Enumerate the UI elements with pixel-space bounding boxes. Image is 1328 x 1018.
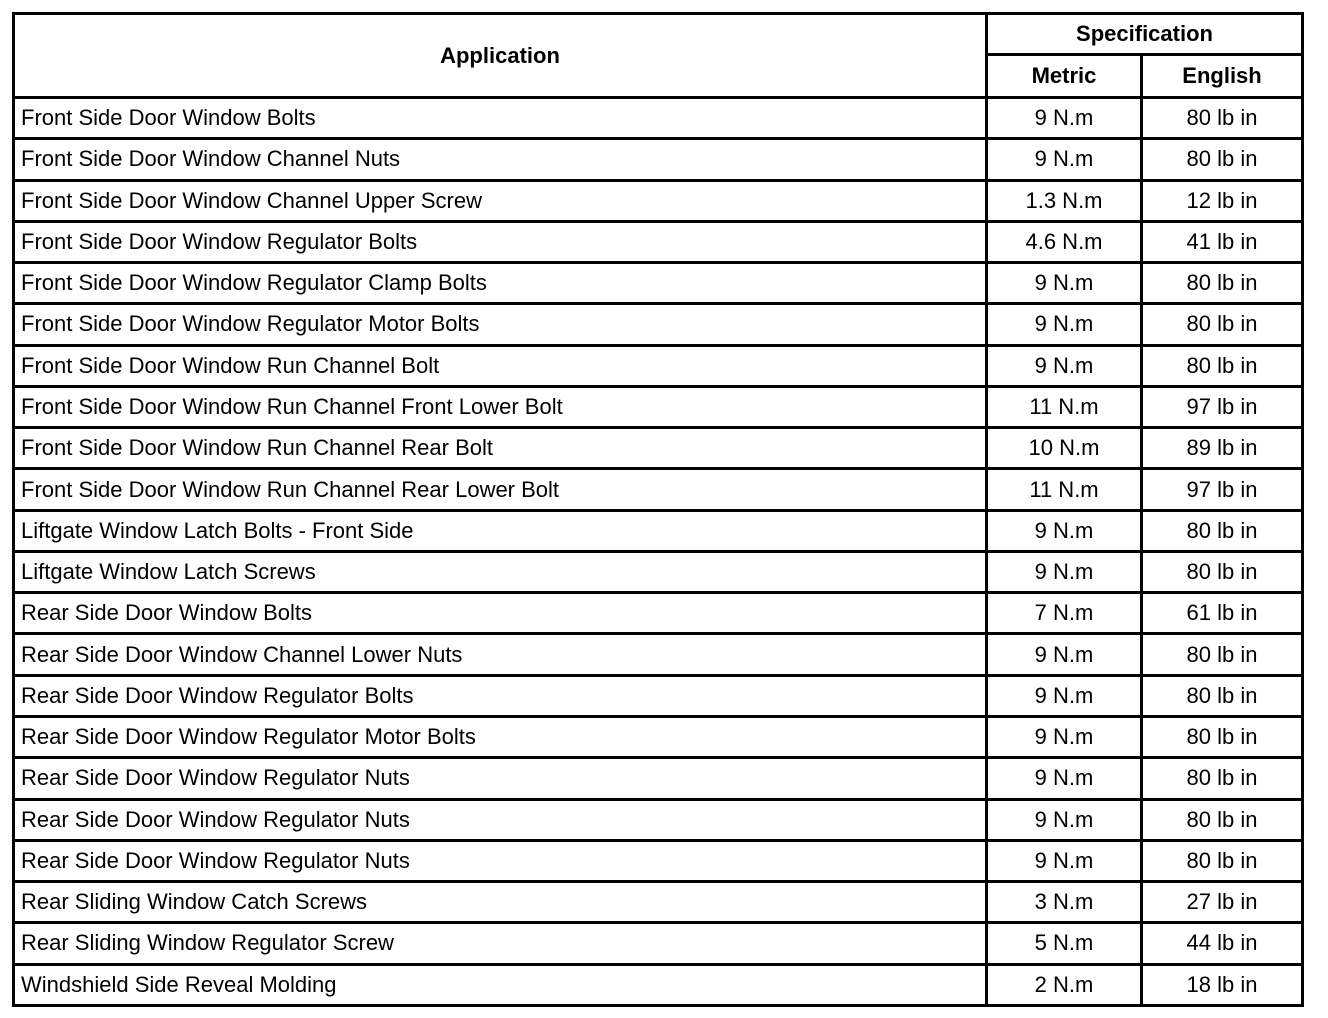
table-row: Rear Sliding Window Regulator Screw 5 N.m… [12, 921, 1305, 966]
application-cell: Liftgate Window Latch Screws [12, 549, 988, 595]
table-row: Front Side Door Window Run Channel Rear … [12, 467, 1305, 512]
header-metric: Metric [985, 53, 1143, 99]
table-row: Rear Sliding Window Catch Screws 3 N.m 27 … [12, 880, 1305, 925]
table-row: Liftgate Window Latch Screws 9 N.m 80 lb i… [12, 549, 1305, 595]
metric-cell: 4.6 N.m [985, 219, 1143, 265]
english-cell: 80 lb in [1139, 549, 1305, 595]
metric-cell: 5 N.m [985, 921, 1143, 966]
header-specification: Specification [984, 12, 1305, 56]
metric-cell: 9 N.m [985, 343, 1143, 388]
metric-cell: 10 N.m [985, 426, 1143, 471]
english-cell: 80 lb in [1139, 95, 1305, 141]
metric-cell: 9 N.m [985, 632, 1143, 677]
application-cell: Rear Side Door Window Regulator Nuts [12, 756, 988, 801]
application-cell: Rear Side Door Window Regulator Nuts [12, 838, 988, 884]
application-cell: Rear Side Door Window Channel Lower Nuts [12, 632, 988, 677]
table-row: Windshield Side Reveal Molding 2 N.m 18 lb… [12, 962, 1305, 1008]
metric-cell: 11 N.m [985, 384, 1143, 430]
metric-cell: 9 N.m [985, 673, 1143, 718]
english-cell: 80 lb in [1139, 632, 1305, 677]
table-row: Rear Side Door Window Regulator Nuts 9 N.… [12, 838, 1305, 884]
table-row: Rear Side Door Window Channel Lower Nuts… [12, 632, 1305, 677]
table-row: Front Side Door Window Regulator Bolts 4.… [12, 219, 1305, 265]
english-cell: 80 lb in [1139, 756, 1305, 801]
english-cell: 80 lb in [1139, 137, 1305, 182]
metric-cell: 11 N.m [985, 467, 1143, 512]
english-cell: 80 lb in [1139, 343, 1305, 388]
english-cell: 80 lb in [1139, 302, 1305, 347]
metric-cell: 9 N.m [985, 137, 1143, 182]
table-row: Rear Side Door Window Bolts 7 N.m 61 lb in [12, 591, 1305, 636]
english-cell: 89 lb in [1139, 426, 1305, 471]
application-cell: Front Side Door Window Run Channel Front… [12, 384, 988, 430]
application-cell: Front Side Door Window Regulator Motor B… [12, 302, 988, 347]
application-cell: Front Side Door Window Bolts [12, 95, 988, 141]
metric-cell: 2 N.m [985, 962, 1143, 1008]
application-cell: Front Side Door Window Regulator Clamp B… [12, 261, 988, 306]
application-cell: Rear Side Door Window Regulator Motor Bo… [12, 714, 988, 760]
english-cell: 44 lb in [1139, 921, 1305, 966]
english-cell: 18 lb in [1139, 962, 1305, 1008]
english-cell: 97 lb in [1139, 467, 1305, 512]
table-row: Front Side Door Window Run Channel Front… [12, 384, 1305, 430]
table-row: Front Side Door Window Regulator Clamp B… [12, 261, 1305, 306]
english-cell: 61 lb in [1139, 591, 1305, 636]
metric-cell: 9 N.m [985, 508, 1143, 553]
english-cell: 80 lb in [1139, 261, 1305, 306]
table-row: Front Side Door Window Bolts 9 N.m 80 lb i… [12, 95, 1305, 141]
header-application: Application [12, 12, 988, 99]
application-cell: Liftgate Window Latch Bolts - Front Side [12, 508, 988, 553]
table-row: Rear Side Door Window Regulator Nuts 9 N.… [12, 797, 1305, 842]
english-cell: 12 lb in [1139, 178, 1305, 223]
english-cell: 97 lb in [1139, 384, 1305, 430]
metric-cell: 9 N.m [985, 714, 1143, 760]
application-cell: Windshield Side Reveal Molding [12, 962, 988, 1008]
english-cell: 80 lb in [1139, 508, 1305, 553]
english-cell: 80 lb in [1139, 673, 1305, 718]
table-row: Front Side Door Window Run Channel Rear … [12, 426, 1305, 471]
metric-cell: 9 N.m [985, 797, 1143, 842]
table-row: Front Side Door Window Regulator Motor B… [12, 302, 1305, 347]
english-cell: 80 lb in [1139, 714, 1305, 760]
metric-cell: 9 N.m [985, 302, 1143, 347]
english-cell: 41 lb in [1139, 219, 1305, 265]
table-row: Rear Side Door Window Regulator Motor Bo… [12, 714, 1305, 760]
table-body: Front Side Door Window Bolts 9 N.m 80 lb i… [12, 95, 1305, 1008]
header-english: English [1139, 53, 1305, 99]
application-cell: Rear Side Door Window Regulator Bolts [12, 673, 988, 718]
english-cell: 80 lb in [1139, 838, 1305, 884]
application-cell: Front Side Door Window Channel Upper Scr… [12, 178, 988, 223]
application-cell: Rear Side Door Window Bolts [12, 591, 988, 636]
metric-cell: 9 N.m [985, 261, 1143, 306]
table-row: Front Side Door Window Channel Upper Scr… [12, 178, 1305, 223]
metric-cell: 9 N.m [985, 756, 1143, 801]
english-cell: 80 lb in [1139, 797, 1305, 842]
application-cell: Front Side Door Window Run Channel Bolt [12, 343, 988, 388]
table-row: Liftgate Window Latch Bolts - Front Side… [12, 508, 1305, 553]
application-cell: Front Side Door Window Run Channel Rear … [12, 426, 988, 471]
metric-cell: 9 N.m [985, 549, 1143, 595]
metric-cell: 7 N.m [985, 591, 1143, 636]
metric-cell: 9 N.m [985, 95, 1143, 141]
metric-cell: 1.3 N.m [985, 178, 1143, 223]
application-cell: Rear Sliding Window Regulator Screw [12, 921, 988, 966]
metric-cell: 3 N.m [985, 880, 1143, 925]
application-cell: Front Side Door Window Regulator Bolts [12, 219, 988, 265]
application-cell: Front Side Door Window Run Channel Rear … [12, 467, 988, 512]
table-row: Front Side Door Window Run Channel Bolt 9… [12, 343, 1305, 388]
table-row: Front Side Door Window Channel Nuts 9 N.m… [12, 137, 1305, 182]
torque-spec-table: Application Specification Metric English… [12, 12, 1305, 1008]
table-row: Rear Side Door Window Regulator Nuts 9 N.… [12, 756, 1305, 801]
table-row: Rear Side Door Window Regulator Bolts 9 N… [12, 673, 1305, 718]
english-cell: 27 lb in [1139, 880, 1305, 925]
application-cell: Front Side Door Window Channel Nuts [12, 137, 988, 182]
application-cell: Rear Sliding Window Catch Screws [12, 880, 988, 925]
metric-cell: 9 N.m [985, 838, 1143, 884]
application-cell: Rear Side Door Window Regulator Nuts [12, 797, 988, 842]
